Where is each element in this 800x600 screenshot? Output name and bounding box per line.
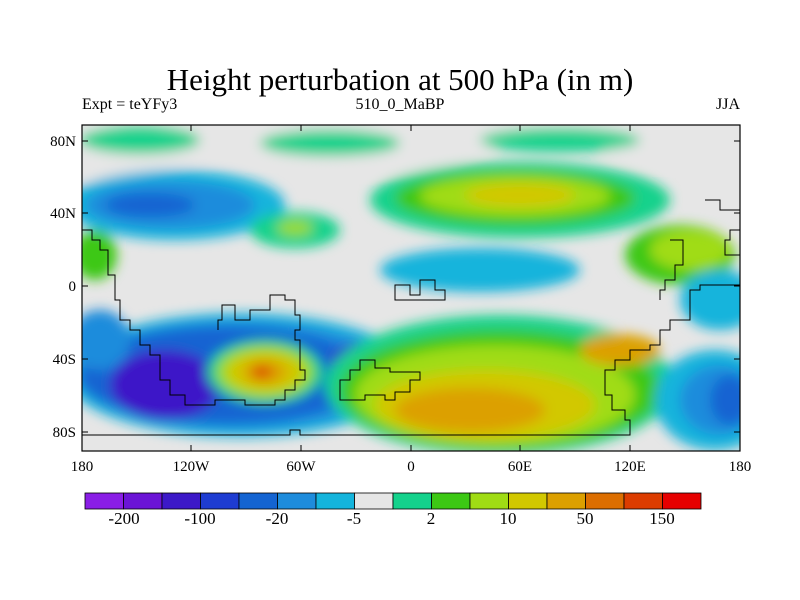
x-tick-0: 0 (407, 459, 415, 475)
colorbar-label: 10 (500, 509, 517, 528)
y-tick-40n: 40N (50, 206, 76, 222)
colorbar-box (200, 492, 240, 510)
colorbar-box (315, 492, 355, 510)
colorbar-label: -5 (347, 509, 361, 528)
continent-outlines (82, 199, 740, 436)
colorbar-box (469, 492, 509, 510)
y-tick-80n: 80N (50, 134, 76, 150)
colorbar-label: 2 (427, 509, 436, 528)
colorbar-box (123, 492, 163, 510)
season-label: JJA (715, 96, 740, 113)
colorbar-label: -200 (108, 509, 139, 528)
colorbar-box (662, 492, 702, 510)
colorbar-box (508, 492, 548, 510)
height-field (82, 125, 740, 451)
colorbar-box (277, 492, 317, 510)
colorbar-box (585, 492, 625, 510)
colorbar-box (392, 492, 432, 510)
colorbar-box (238, 492, 278, 510)
colorbar-box (354, 492, 394, 510)
colorbar-box (161, 492, 201, 510)
colorbar-box (546, 492, 586, 510)
period-label: 510_0_MaBP (355, 96, 445, 113)
x-tick-180w: 180 (71, 459, 94, 475)
x-tick-120e: 120E (614, 459, 646, 475)
colorbar-box (84, 492, 124, 510)
colorbar-label: -20 (266, 509, 289, 528)
colorbar (84, 492, 702, 510)
colorbar-label: 150 (649, 509, 675, 528)
axis-ticks (82, 125, 740, 451)
plot-title: Height perturbation at 500 hPa (in m) (166, 62, 634, 97)
colorbar-label: -100 (184, 509, 215, 528)
y-tick-0: 0 (69, 279, 77, 295)
colorbar-box (623, 492, 663, 510)
experiment-label: Expt = teYFy3 (82, 96, 178, 113)
colorbar-box (431, 492, 471, 510)
x-tick-60w: 60W (286, 459, 316, 475)
x-tick-180e: 180 (729, 459, 752, 475)
y-tick-80s: 80S (53, 425, 76, 441)
x-tick-120w: 120W (173, 459, 211, 475)
y-tick-40s: 40S (53, 352, 76, 368)
x-tick-60e: 60E (508, 459, 532, 475)
colorbar-label: 50 (577, 509, 594, 528)
